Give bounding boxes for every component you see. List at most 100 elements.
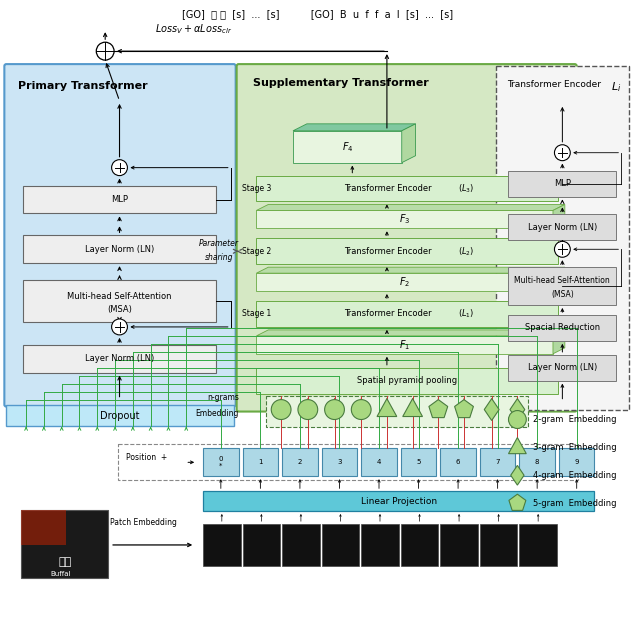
Text: 3-gram  Embedding: 3-gram Embedding: [533, 443, 617, 452]
Text: 9: 9: [575, 459, 579, 465]
Polygon shape: [377, 399, 397, 417]
Text: $(L_2)$: $(L_2)$: [458, 245, 475, 258]
Text: Stage 3: Stage 3: [241, 184, 271, 193]
Text: $F_1$: $F_1$: [399, 338, 410, 352]
Polygon shape: [553, 205, 565, 228]
Text: $L_i$: $L_i$: [611, 80, 621, 94]
Text: $F_3$: $F_3$: [399, 213, 410, 226]
Polygon shape: [403, 399, 422, 417]
Polygon shape: [484, 399, 499, 420]
Text: Layer Norm (LN): Layer Norm (LN): [528, 223, 597, 232]
Circle shape: [111, 160, 127, 175]
Bar: [257, 238, 558, 264]
Text: n-grams: n-grams: [207, 393, 239, 402]
Bar: [508, 267, 616, 305]
Text: 5-gram  Embedding: 5-gram Embedding: [533, 499, 617, 508]
Text: Dropout: Dropout: [100, 411, 140, 420]
Bar: [440, 448, 476, 476]
FancyBboxPatch shape: [237, 64, 577, 412]
Bar: [508, 170, 616, 197]
Bar: [257, 301, 558, 327]
Polygon shape: [257, 205, 565, 210]
Circle shape: [351, 399, 371, 419]
Polygon shape: [293, 124, 415, 131]
Polygon shape: [257, 267, 565, 273]
Bar: [440, 524, 478, 566]
Bar: [243, 448, 278, 476]
Polygon shape: [402, 124, 415, 163]
Text: 4-gram  Embedding: 4-gram Embedding: [533, 471, 617, 480]
Text: $F_2$: $F_2$: [399, 275, 410, 289]
Bar: [243, 524, 280, 566]
Polygon shape: [510, 399, 525, 420]
Polygon shape: [257, 336, 553, 354]
Text: Stage 1: Stage 1: [241, 310, 271, 318]
Circle shape: [271, 399, 291, 419]
Bar: [508, 315, 616, 341]
Text: Embedding: Embedding: [195, 409, 239, 418]
Circle shape: [324, 399, 344, 419]
Bar: [118, 444, 578, 480]
Bar: [21, 510, 108, 578]
Circle shape: [96, 42, 114, 60]
Text: Layer Norm (LN): Layer Norm (LN): [85, 245, 154, 254]
Text: 7: 7: [495, 459, 500, 465]
Text: sharing: sharing: [205, 253, 233, 262]
Bar: [203, 524, 241, 566]
Bar: [203, 448, 239, 476]
Polygon shape: [511, 465, 524, 485]
Bar: [508, 215, 616, 240]
Bar: [282, 524, 320, 566]
Bar: [322, 524, 359, 566]
Text: 5: 5: [417, 459, 420, 465]
Polygon shape: [454, 399, 474, 417]
Circle shape: [554, 145, 570, 160]
Polygon shape: [509, 494, 526, 511]
Bar: [23, 280, 216, 322]
Bar: [23, 235, 216, 263]
Text: Patch Embedding: Patch Embedding: [110, 518, 177, 527]
Bar: [495, 66, 629, 409]
Text: $Loss_V + \alpha Loss_{clr}$: $Loss_V + \alpha Loss_{clr}$: [155, 22, 232, 36]
Bar: [282, 448, 317, 476]
Text: Transformer Encoder: Transformer Encoder: [344, 184, 431, 193]
Text: (MSA): (MSA): [551, 290, 573, 299]
Text: Transformer Encoder: Transformer Encoder: [508, 80, 602, 89]
Text: 3: 3: [337, 459, 342, 465]
Text: Buffal: Buffal: [51, 571, 71, 577]
Bar: [257, 368, 558, 394]
Text: Primary Transformer: Primary Transformer: [18, 81, 148, 91]
Text: Multi-head Self-Attention: Multi-head Self-Attention: [515, 276, 611, 285]
Text: Multi-head Self-Attention: Multi-head Self-Attention: [67, 292, 172, 300]
Bar: [520, 524, 557, 566]
Bar: [6, 404, 234, 427]
Text: Transformer Encoder: Transformer Encoder: [344, 247, 431, 256]
Bar: [361, 448, 397, 476]
Text: 4: 4: [377, 459, 381, 465]
Bar: [480, 524, 517, 566]
Text: $(L_3)$: $(L_3)$: [458, 182, 475, 195]
Polygon shape: [257, 210, 553, 228]
Text: Supplementary Transformer: Supplementary Transformer: [253, 78, 429, 88]
Text: [GO]  牛 头  [s]  ...  [s]          [GO]  B  u  f  f  a  l  [s]  ...  [s]: [GO] 牛 头 [s] ... [s] [GO] B u f f a l [s…: [182, 9, 453, 19]
Text: $F_4$: $F_4$: [342, 140, 353, 154]
Bar: [257, 175, 558, 202]
Bar: [520, 448, 555, 476]
Text: Layer Norm (LN): Layer Norm (LN): [85, 355, 154, 363]
Text: (MSA): (MSA): [107, 305, 132, 313]
Polygon shape: [553, 267, 565, 291]
Circle shape: [298, 399, 317, 419]
Text: 6: 6: [456, 459, 460, 465]
Bar: [23, 185, 216, 213]
Bar: [266, 396, 528, 427]
Bar: [203, 491, 595, 511]
Polygon shape: [429, 399, 448, 417]
Text: $(L_1)$: $(L_1)$: [458, 308, 475, 320]
Text: 0
*: 0 *: [219, 456, 223, 469]
Polygon shape: [509, 437, 526, 453]
Text: Spatial pyramid pooling: Spatial pyramid pooling: [357, 376, 457, 385]
Bar: [401, 448, 436, 476]
Circle shape: [554, 241, 570, 258]
Circle shape: [111, 319, 127, 335]
Text: Layer Norm (LN): Layer Norm (LN): [528, 363, 597, 372]
